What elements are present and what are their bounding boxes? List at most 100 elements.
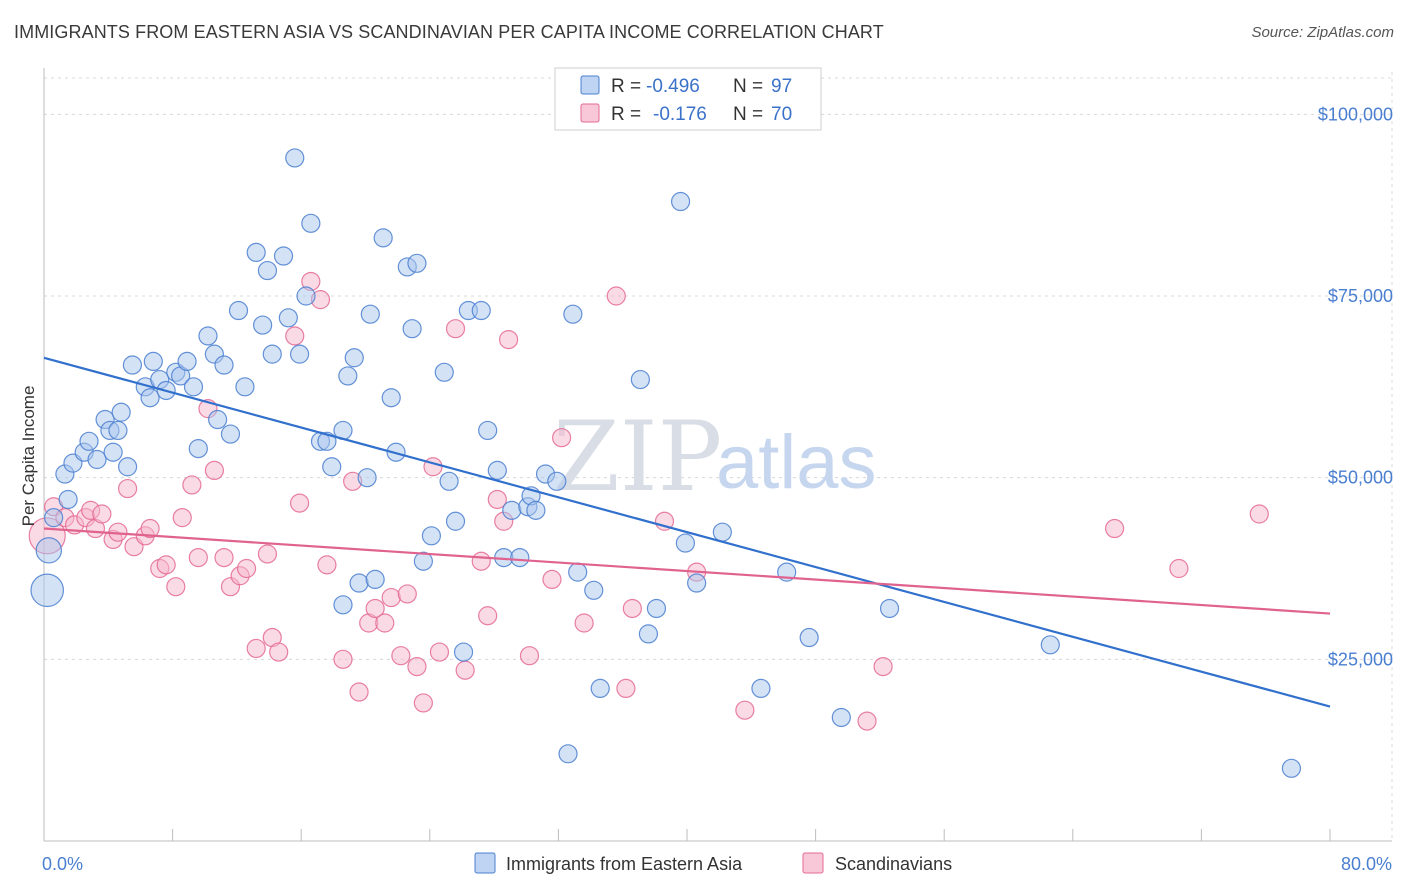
- y-tick-label: $25,000: [1328, 649, 1393, 669]
- data-point-scandinavians: [397, 584, 417, 604]
- legend-r-value-blue: -0.496: [646, 76, 700, 97]
- legend-n-value-pink: 70: [771, 104, 792, 125]
- data-point-eastern-asia: [590, 678, 610, 699]
- data-point-eastern-asia: [365, 569, 385, 590]
- data-point-eastern-asia: [246, 242, 266, 262]
- data-point-scandinavians: [140, 518, 160, 539]
- data-point-eastern-asia: [235, 377, 255, 397]
- data-point-eastern-asia: [373, 228, 393, 248]
- data-point-scandinavians: [92, 504, 112, 524]
- data-point-eastern-asia: [510, 547, 530, 568]
- data-point-eastern-asia: [111, 402, 131, 422]
- data-point-eastern-asia: [188, 439, 208, 459]
- data-point-scandinavians: [735, 700, 755, 720]
- data-point-eastern-asia: [502, 500, 522, 520]
- legend-swatch-pink: [802, 852, 824, 874]
- data-point-eastern-asia: [471, 300, 491, 321]
- x-tick-label-max: 80.0%: [1341, 854, 1392, 874]
- y-tick-label: $50,000: [1328, 468, 1393, 488]
- data-point-eastern-asia: [301, 213, 321, 233]
- data-point-scandinavians: [375, 613, 395, 633]
- data-point-eastern-asia: [44, 508, 64, 528]
- data-point-scandinavians: [445, 319, 466, 339]
- legend-swatch-blue: [474, 852, 496, 874]
- data-point-eastern-asia: [638, 624, 659, 644]
- data-point-scandinavians: [455, 660, 475, 680]
- y-tick-label: $75,000: [1328, 286, 1393, 306]
- data-point-eastern-asia: [35, 537, 63, 564]
- data-point-eastern-asia: [526, 500, 546, 520]
- data-point-scandinavians: [391, 646, 411, 666]
- watermark-zip: ZIP: [553, 401, 722, 513]
- data-point-eastern-asia: [558, 744, 578, 764]
- data-point-scandinavians: [269, 642, 289, 662]
- legend-r-value-pink: -0.176: [653, 104, 707, 125]
- chart-title: IMMIGRANTS FROM EASTERN ASIA VS SCANDINA…: [14, 22, 884, 42]
- data-point-eastern-asia: [58, 489, 78, 510]
- data-point-scandinavians: [236, 558, 257, 579]
- x-tick-labels: 0.0% 80.0%: [42, 854, 1392, 874]
- data-point-eastern-asia: [30, 573, 65, 608]
- series-legend: Immigrants from Eastern Asia Scandinavia…: [474, 852, 952, 874]
- data-point-eastern-asia: [333, 595, 353, 615]
- y-tick-labels: $25,000 $50,000 $75,000 $100,000: [1318, 104, 1393, 669]
- data-point-scandinavians: [188, 547, 208, 568]
- data-point-eastern-asia: [402, 319, 422, 339]
- data-point-scandinavians: [413, 693, 433, 713]
- data-point-scandinavians: [873, 656, 893, 677]
- legend-swatch-blue: [580, 75, 600, 95]
- data-point-eastern-asia: [563, 304, 583, 324]
- y-axis-label: Per Capita Income: [19, 386, 38, 527]
- data-point-scandinavians: [542, 569, 562, 590]
- data-point-scandinavians: [204, 460, 224, 480]
- data-point-eastern-asia: [879, 598, 900, 619]
- data-point-eastern-asia: [831, 707, 851, 728]
- data-point-eastern-asia: [439, 471, 459, 491]
- data-point-scandinavians: [429, 642, 450, 662]
- watermark-atlas: atlas: [716, 420, 877, 505]
- data-point-eastern-asia: [568, 562, 588, 582]
- data-point-scandinavians: [214, 547, 234, 568]
- data-point-scandinavians: [498, 330, 519, 350]
- data-point-eastern-asia: [257, 260, 278, 281]
- legend-n-label: N =: [733, 76, 763, 97]
- data-point-eastern-asia: [183, 377, 204, 397]
- y-tick-label: $100,000: [1318, 104, 1393, 124]
- data-point-scandinavians: [156, 555, 176, 575]
- data-point-eastern-asia: [487, 460, 507, 480]
- x-tick-label-min: 0.0%: [42, 854, 83, 874]
- data-point-eastern-asia: [140, 388, 160, 408]
- data-point-eastern-asia: [407, 253, 427, 273]
- data-point-eastern-asia: [108, 420, 128, 441]
- watermark: ZIP atlas: [553, 401, 877, 513]
- data-point-eastern-asia: [670, 191, 691, 212]
- legend-n-label: N =: [733, 104, 763, 125]
- data-point-scandinavians: [285, 326, 305, 346]
- data-point-eastern-asia: [208, 409, 228, 430]
- data-point-eastern-asia: [584, 580, 604, 600]
- source-credit: Source: ZipAtlas.com: [1251, 24, 1394, 41]
- data-point-eastern-asia: [349, 573, 369, 593]
- data-point-eastern-asia: [79, 431, 99, 451]
- data-point-eastern-asia: [214, 355, 234, 375]
- legend-label-eastern-asia: Immigrants from Eastern Asia: [506, 854, 743, 874]
- data-point-scandinavians: [857, 711, 877, 731]
- data-point-eastern-asia: [751, 678, 771, 699]
- legend-r-label: R =: [611, 104, 641, 125]
- data-point-eastern-asia: [360, 304, 380, 324]
- data-point-eastern-asia: [675, 533, 695, 553]
- data-point-scandinavians: [407, 656, 427, 677]
- data-point-scandinavians: [1169, 558, 1189, 579]
- data-point-eastern-asia: [630, 369, 650, 390]
- data-point-eastern-asia: [122, 355, 143, 375]
- data-point-eastern-asia: [357, 468, 377, 488]
- data-point-eastern-asia: [453, 642, 474, 662]
- data-point-eastern-asia: [262, 344, 282, 364]
- data-point-eastern-asia: [478, 420, 498, 441]
- data-point-scandinavians: [333, 649, 353, 669]
- data-point-eastern-asia: [296, 286, 316, 306]
- correlation-legend: R = -0.496 N = 97 R = -0.176 N = 70: [554, 67, 822, 131]
- data-point-eastern-asia: [253, 315, 273, 335]
- data-point-eastern-asia: [228, 300, 249, 321]
- series-eastern-asia: [30, 148, 1302, 778]
